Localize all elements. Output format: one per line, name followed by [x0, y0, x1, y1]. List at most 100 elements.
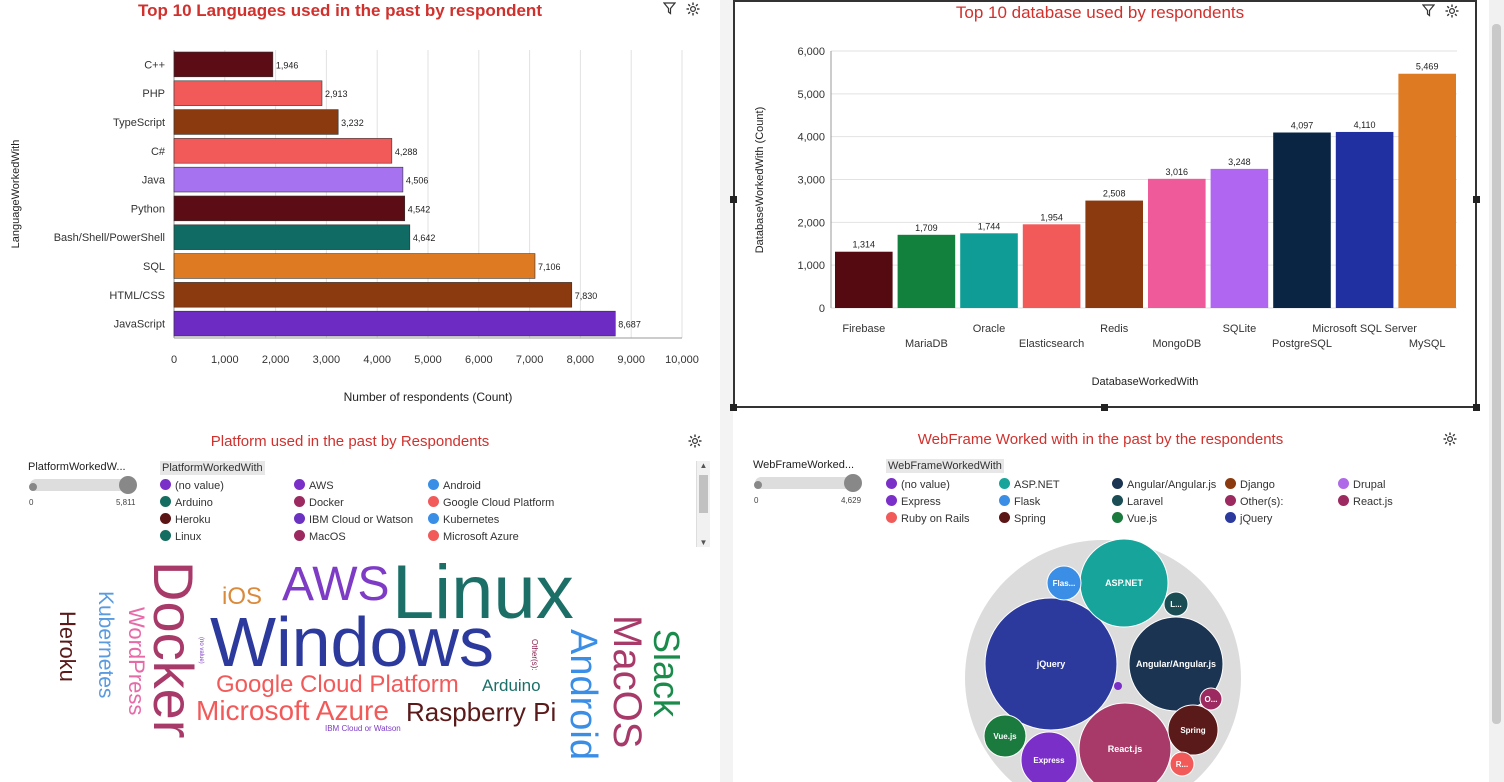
- legend-label: Other(s):: [1240, 496, 1284, 508]
- bar: [173, 282, 573, 308]
- legend-item[interactable]: Drupal: [1338, 478, 1385, 491]
- legend-swatch: [294, 530, 305, 541]
- size-slider-track[interactable]: [30, 479, 136, 491]
- legend-swatch: [160, 530, 171, 541]
- legend-item[interactable]: React.js: [1338, 495, 1393, 508]
- page-scrollbar-thumb[interactable]: [1492, 24, 1501, 724]
- bubble: [1169, 751, 1195, 777]
- word-cloud-word[interactable]: MacOS: [605, 615, 649, 749]
- category-label: Python: [131, 203, 165, 215]
- legend-item[interactable]: (no value): [160, 479, 224, 492]
- legend-item[interactable]: IBM Cloud or Watson: [294, 513, 413, 526]
- legend-item[interactable]: Laravel: [1112, 495, 1163, 508]
- y-tick-label: 4,000: [797, 132, 825, 144]
- bar-value-label: 5,469: [1416, 62, 1439, 72]
- category-label: TypeScript: [113, 117, 165, 129]
- resize-handle[interactable]: [1473, 196, 1480, 203]
- size-slider-min-knob[interactable]: [29, 483, 37, 491]
- category-label: JavaScript: [114, 319, 165, 331]
- size-slider-max-knob[interactable]: [844, 474, 862, 492]
- word-cloud-word[interactable]: Other(s):: [530, 639, 539, 671]
- x-tick-label: 2,000: [262, 354, 290, 366]
- bar: [1335, 131, 1394, 308]
- word-cloud-word[interactable]: Kubernetes: [94, 591, 117, 699]
- resize-handle[interactable]: [1101, 404, 1108, 411]
- legend-label: (no value): [175, 480, 224, 492]
- x-axis-title: DatabaseWorkedWith: [1092, 376, 1199, 388]
- word-cloud-word[interactable]: Microsoft Azure: [196, 695, 389, 726]
- legend-label: Microsoft Azure: [443, 531, 519, 543]
- word-cloud-word[interactable]: Google Cloud Platform: [216, 671, 459, 698]
- legend-item[interactable]: Ruby on Rails: [886, 512, 969, 525]
- word-cloud-word[interactable]: Windows: [210, 603, 494, 681]
- word-cloud-word[interactable]: AWS: [282, 558, 390, 611]
- word-cloud-word[interactable]: Slack: [646, 629, 687, 718]
- legend-item[interactable]: Linux: [160, 530, 201, 543]
- slider-min-value: 0: [754, 496, 759, 505]
- legend-item[interactable]: jQuery: [1225, 512, 1272, 525]
- legend-scrollbar-thumb[interactable]: [699, 475, 708, 513]
- scroll-up-icon[interactable]: ▲: [699, 461, 708, 470]
- legend-item[interactable]: Kubernetes: [428, 513, 499, 526]
- resize-handle[interactable]: [1473, 404, 1480, 411]
- scroll-down-icon[interactable]: ▼: [699, 538, 708, 547]
- legend-item[interactable]: ASP.NET: [999, 478, 1060, 491]
- legend-item[interactable]: Flask: [999, 495, 1040, 508]
- panel-gutter: [720, 0, 733, 782]
- x-tick-label: 0: [171, 354, 177, 366]
- size-slider-max-knob[interactable]: [119, 476, 137, 494]
- word-cloud-word[interactable]: iOS: [222, 583, 263, 610]
- legend-swatch: [294, 513, 305, 524]
- settings-icon[interactable]: [1443, 432, 1457, 449]
- word-cloud-word[interactable]: Linux: [392, 550, 574, 635]
- bubble: [984, 597, 1118, 731]
- x-tick-label: 5,000: [414, 354, 442, 366]
- legend-swatch: [160, 496, 171, 507]
- bar: [173, 224, 411, 250]
- legend-item[interactable]: (no value): [886, 478, 950, 491]
- legend-item[interactable]: AWS: [294, 479, 334, 492]
- size-slider-track[interactable]: [755, 477, 861, 489]
- legend-item[interactable]: Heroku: [160, 513, 210, 526]
- size-slider-min-knob[interactable]: [754, 481, 762, 489]
- legend-item[interactable]: Google Cloud Platform: [428, 496, 554, 509]
- resize-handle[interactable]: [730, 404, 737, 411]
- page-scrollbar[interactable]: [1489, 0, 1504, 782]
- bar-value-label: 1,744: [978, 221, 1001, 231]
- legend-item[interactable]: Docker: [294, 496, 344, 509]
- word-cloud-word[interactable]: WordPress: [124, 607, 149, 716]
- category-label: MariaDB: [905, 338, 948, 350]
- settings-icon[interactable]: [686, 2, 700, 19]
- word-cloud-word[interactable]: Raspberry Pi: [406, 697, 557, 727]
- legend-item[interactable]: Other(s):: [1225, 495, 1283, 508]
- legend-scrollbar[interactable]: ▲ ▼: [696, 461, 710, 547]
- word-cloud-word[interactable]: Docker: [142, 561, 205, 739]
- settings-icon[interactable]: [688, 434, 702, 451]
- legend-item[interactable]: Microsoft Azure: [428, 530, 519, 543]
- filter-icon[interactable]: [1421, 4, 1436, 20]
- legend-item[interactable]: Arduino: [160, 496, 213, 509]
- legend-item[interactable]: Vue.js: [1112, 512, 1157, 525]
- legend-label: Flask: [1014, 496, 1041, 508]
- word-cloud-word[interactable]: (no value): [198, 637, 204, 664]
- legend-item[interactable]: Express: [886, 495, 941, 508]
- legend-label: ASP.NET: [1014, 479, 1060, 491]
- bar-value-label: 1,954: [1040, 212, 1063, 222]
- word-cloud-word[interactable]: Arduino: [482, 676, 541, 695]
- x-axis-title: Number of respondents (Count): [344, 390, 513, 404]
- resize-handle[interactable]: [730, 196, 737, 203]
- legend-item[interactable]: Angular/Angular.js: [1112, 478, 1216, 491]
- word-cloud-word[interactable]: Android: [562, 629, 604, 760]
- word-cloud-word[interactable]: IBM Cloud or Watson: [325, 724, 401, 733]
- legend-item[interactable]: Android: [428, 479, 481, 492]
- bar: [960, 233, 1018, 308]
- settings-icon[interactable]: [1445, 4, 1459, 21]
- legend-item[interactable]: Spring: [999, 512, 1046, 525]
- legend-item[interactable]: MacOS: [294, 530, 346, 543]
- legend-swatch: [428, 513, 439, 524]
- legend-item[interactable]: Django: [1225, 478, 1275, 491]
- filter-icon[interactable]: [662, 2, 677, 18]
- word-cloud-word[interactable]: Heroku: [55, 611, 80, 682]
- legend-swatch: [294, 479, 305, 490]
- y-tick-label: 6,000: [797, 46, 825, 58]
